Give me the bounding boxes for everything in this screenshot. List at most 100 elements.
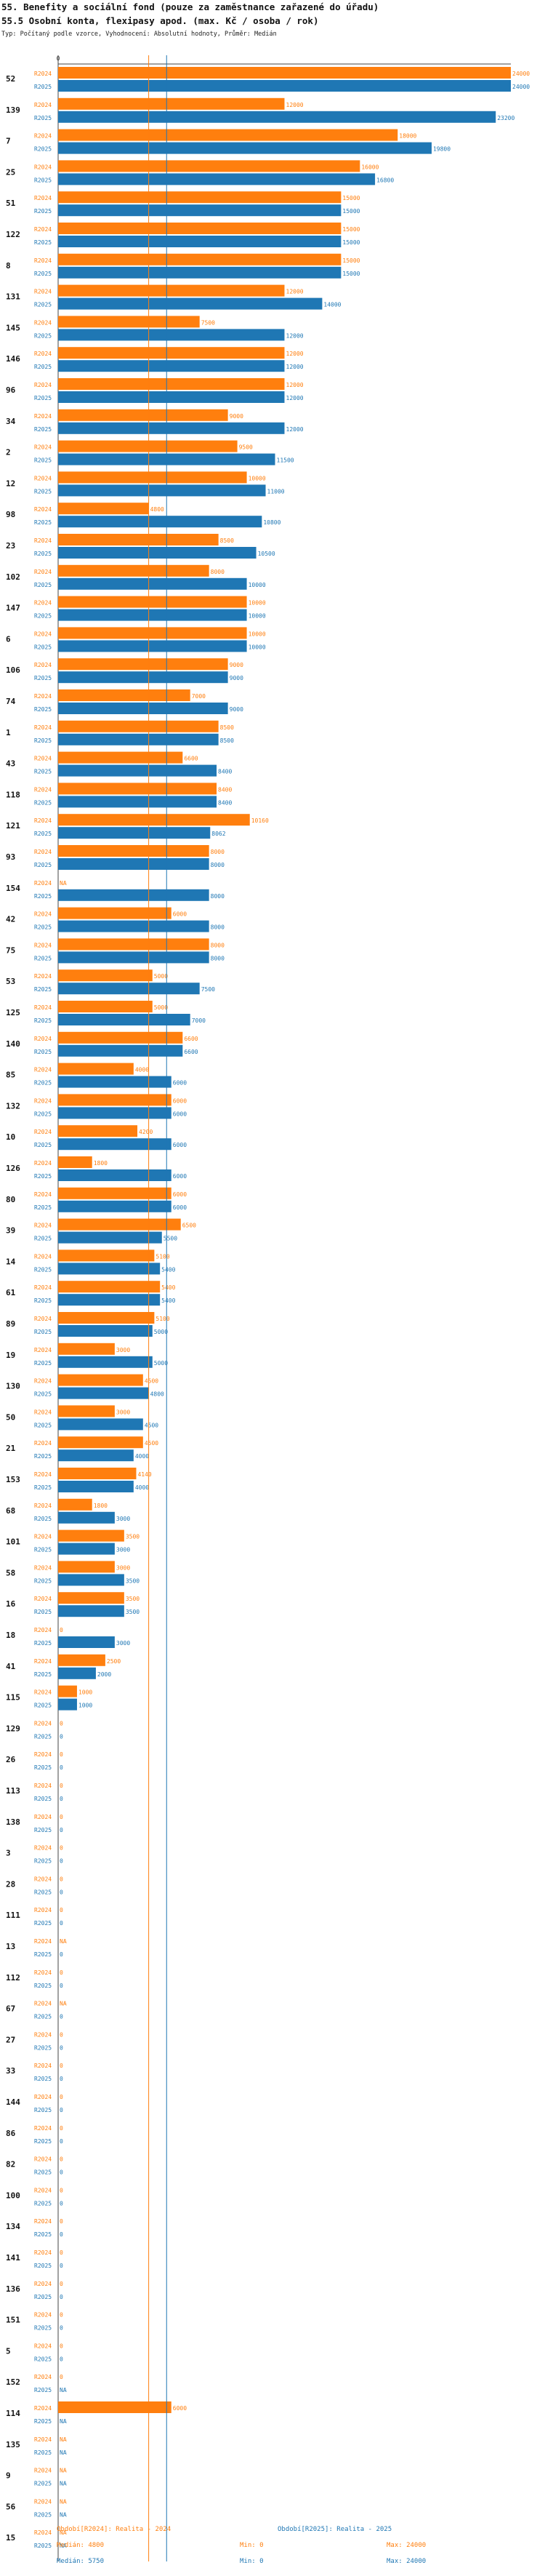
- data-label: 9500: [239, 444, 253, 451]
- data-label: 7500: [201, 319, 215, 326]
- data-label: 4000: [135, 1453, 149, 1460]
- data-label: 2000: [97, 1671, 111, 1678]
- series-label: R2025: [34, 737, 52, 744]
- series-label: R2024: [34, 817, 52, 824]
- bar-r2024: [58, 1592, 124, 1604]
- legend-r2025-median: Medián: 5750: [57, 2558, 105, 2565]
- data-label: 15000: [342, 271, 360, 277]
- legend-r2024-title: Období[R2024]: Realita - 2024: [57, 2526, 171, 2533]
- series-label: R2025: [34, 1049, 52, 1055]
- series-label: R2024: [34, 1845, 52, 1852]
- series-label: R2024: [34, 1783, 52, 1789]
- series-label: R2024: [34, 1689, 52, 1696]
- category-label: 131: [6, 292, 20, 302]
- data-label: 14000: [323, 302, 341, 308]
- category-label: 42: [6, 915, 15, 924]
- series-label: R2025: [34, 2449, 52, 2456]
- bar-r2024: [58, 534, 219, 545]
- series-label: R2025: [34, 1173, 52, 1180]
- series-label: R2024: [34, 1160, 52, 1167]
- bar-r2024: [58, 2401, 171, 2413]
- data-label: 0: [60, 2044, 63, 2051]
- category-label: 52: [6, 74, 15, 84]
- series-label: R2025: [34, 613, 52, 620]
- data-label: 5500: [164, 1236, 177, 1242]
- category-label: 121: [6, 821, 20, 831]
- data-label: 3500: [126, 1596, 140, 1602]
- data-label: 0: [60, 2107, 63, 2113]
- series-label: R2025: [34, 208, 52, 215]
- series-label: R2025: [34, 2325, 52, 2332]
- series-label: R2025: [34, 1329, 52, 1335]
- category-label: 27: [6, 2035, 15, 2044]
- data-label: 0: [60, 1783, 63, 1789]
- series-label: R2025: [34, 862, 52, 868]
- series-label: R2024: [34, 2001, 52, 2007]
- data-label: 8000: [211, 569, 225, 575]
- series-label: R2024: [34, 1067, 52, 1073]
- bar-r2024: [58, 907, 171, 919]
- bar-r2025: [58, 1169, 171, 1181]
- bar-r2024: [58, 440, 238, 452]
- series-label: R2025: [34, 769, 52, 775]
- data-label: 0: [60, 1845, 63, 1852]
- data-label: 1800: [94, 1503, 108, 1509]
- series-label: R2025: [34, 1983, 52, 1989]
- data-label: 6000: [173, 1097, 187, 1104]
- bar-r2025: [58, 1325, 153, 1337]
- series-label: R2025: [34, 955, 52, 961]
- category-label: 6: [6, 634, 11, 644]
- series-label: R2024: [34, 2249, 52, 2256]
- data-label: 10800: [263, 519, 280, 526]
- series-label: R2024: [34, 1347, 52, 1353]
- category-label: 34: [6, 417, 16, 426]
- bar-r2024: [58, 471, 247, 484]
- data-label: 3000: [116, 1640, 130, 1647]
- category-label: 144: [6, 2097, 20, 2107]
- bar-r2025: [58, 951, 209, 964]
- series-label: R2025: [34, 239, 52, 246]
- bar-r2024: [58, 1281, 161, 1293]
- chart-subtitle: 55.5 Osobní konta, flexipasy apod. (max.…: [1, 15, 319, 26]
- series-label: R2025: [34, 488, 52, 495]
- category-label: 141: [6, 2253, 20, 2263]
- data-label: 8062: [211, 831, 225, 837]
- series-label: R2025: [34, 395, 52, 401]
- bar-r2024: [58, 1561, 115, 1573]
- category-label: 3: [6, 1849, 11, 1858]
- data-label-na: NA: [60, 2529, 67, 2536]
- series-label: R2025: [34, 364, 52, 370]
- data-label: 0: [60, 2125, 63, 2132]
- category-label: 68: [6, 1506, 15, 1516]
- series-label: R2024: [34, 973, 52, 980]
- data-label: 12000: [286, 351, 304, 357]
- series-label: R2024: [34, 1907, 52, 1913]
- category-label: 134: [6, 2222, 20, 2231]
- data-label: 8500: [220, 537, 234, 544]
- series-label: R2024: [34, 2529, 52, 2536]
- category-label: 80: [6, 1195, 15, 1204]
- series-label: R2024: [34, 2468, 52, 2474]
- data-label: 10000: [249, 644, 266, 650]
- data-label: 16800: [376, 177, 394, 183]
- series-label: R2025: [34, 2543, 52, 2549]
- data-label: 9000: [230, 662, 243, 668]
- data-label: 15000: [342, 257, 360, 264]
- category-label: 98: [6, 510, 15, 519]
- series-label: R2024: [34, 2125, 52, 2132]
- series-label: R2024: [34, 662, 52, 668]
- category-label: 14: [6, 1257, 16, 1266]
- bar-r2024: [58, 1063, 134, 1075]
- bar-r2025: [58, 1605, 124, 1617]
- bar-r2024: [58, 564, 209, 577]
- data-label: 0: [60, 1796, 63, 1802]
- data-label: 0: [60, 1764, 63, 1771]
- data-label: 0: [60, 1907, 63, 1913]
- bar-r2024: [58, 1031, 183, 1044]
- series-label: R2025: [34, 2076, 52, 2082]
- data-label: 3500: [126, 1534, 140, 1540]
- series-label: R2024: [34, 849, 52, 855]
- data-label: 4140: [137, 1471, 151, 1478]
- bar-r2024: [58, 1094, 171, 1106]
- bar-r2024: [58, 191, 342, 204]
